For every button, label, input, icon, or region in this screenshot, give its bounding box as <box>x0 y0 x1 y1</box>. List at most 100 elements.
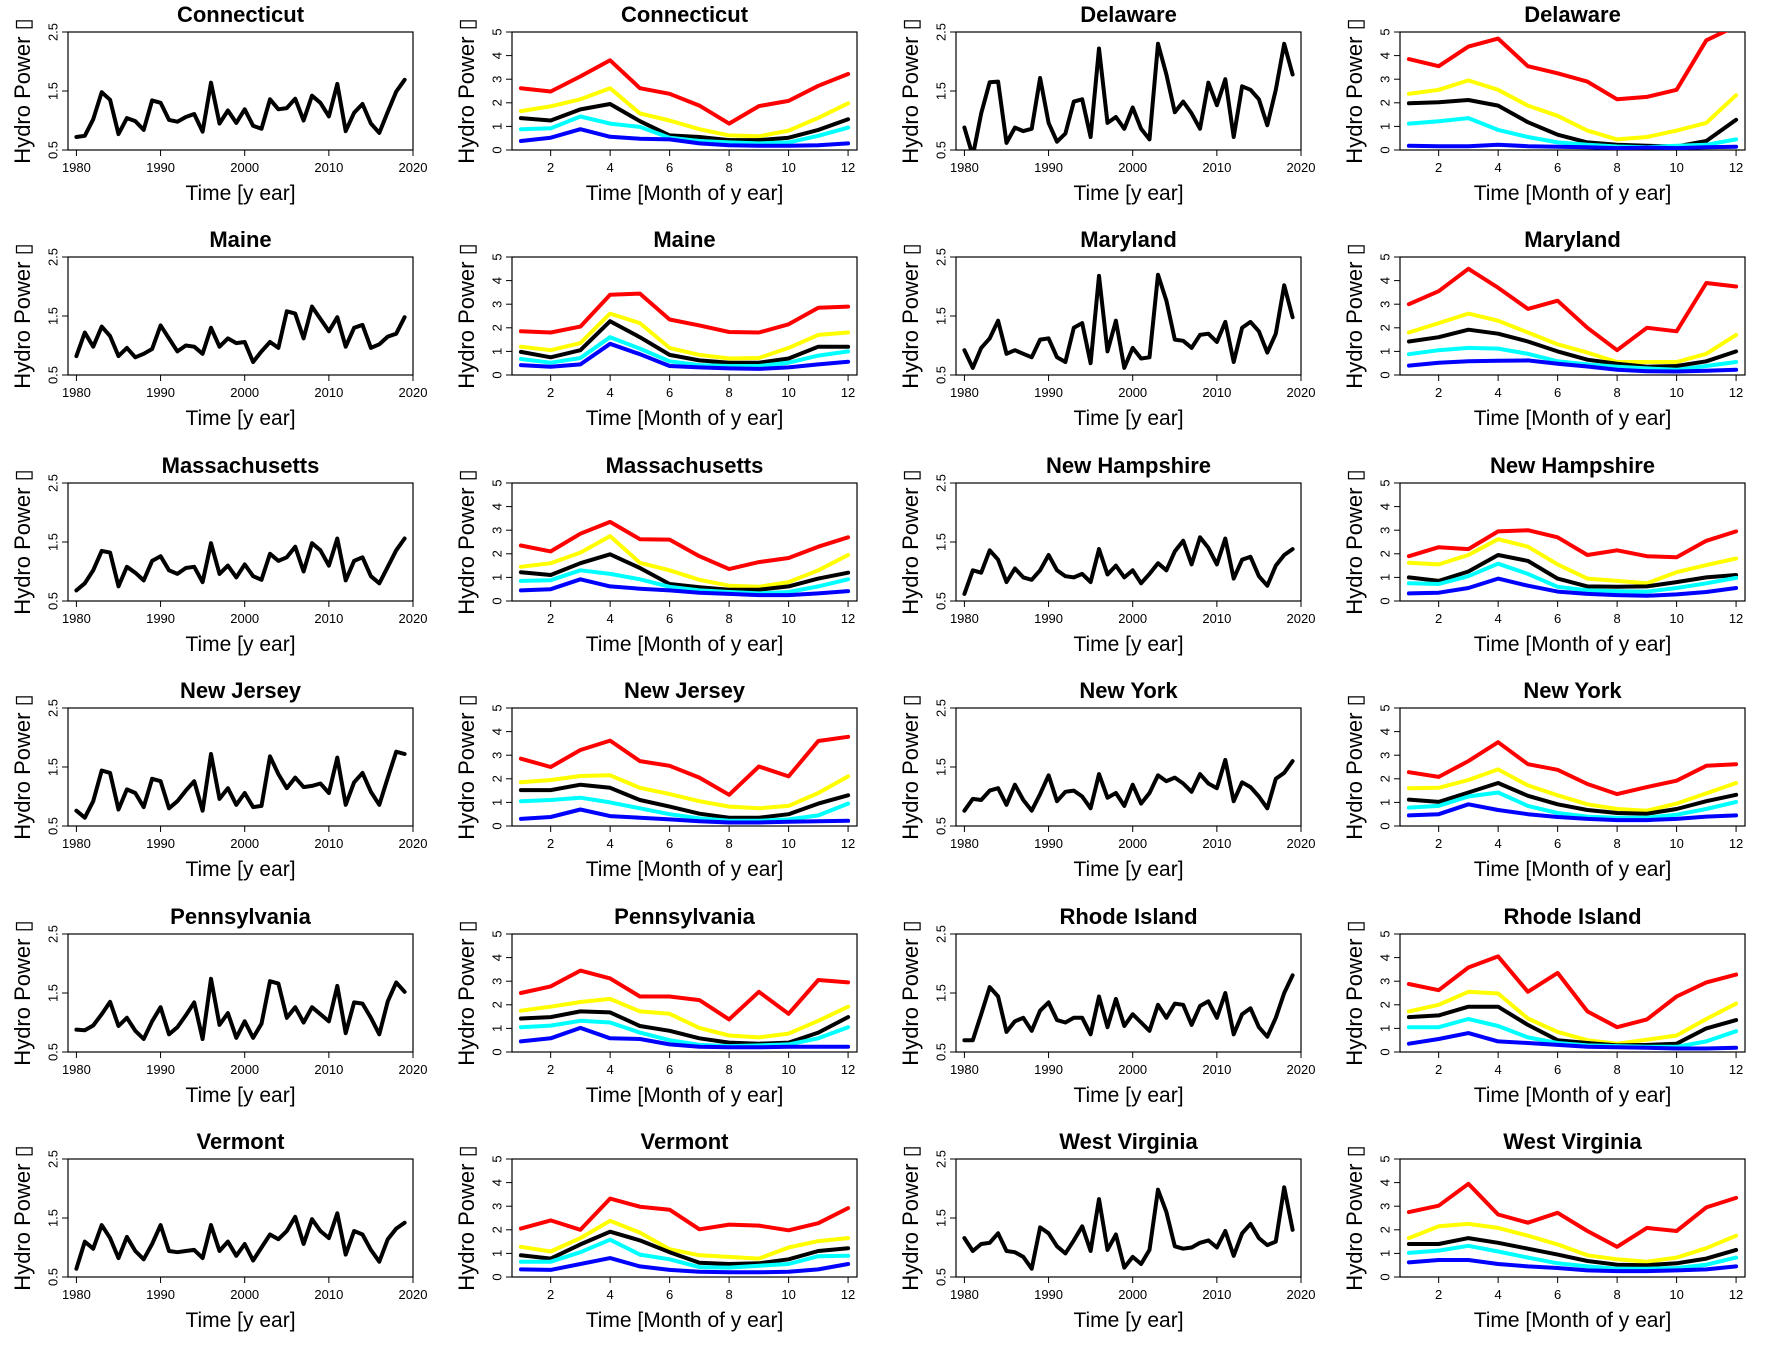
chart-13-xtick-label-3: 8 <box>725 836 732 851</box>
chart-9-xtick-label-3: 8 <box>725 611 732 626</box>
chart-5-ytick-label-2: 2 <box>489 324 504 331</box>
chart-8-annual-series-line <box>74 536 407 593</box>
chart-12-xlabel: Time [y ear] <box>185 858 295 881</box>
chart-1-xtick-label-5: 12 <box>841 160 855 175</box>
chart-1-ytick-label-2: 2 <box>489 99 504 106</box>
chart-11-series-mean-line <box>1406 553 1739 589</box>
chart-23-ytick-label-3: 3 <box>1377 1203 1392 1210</box>
chart-3-series-min-line <box>1406 142 1739 150</box>
chart-15-xtick-label-3: 8 <box>1613 836 1620 851</box>
chart-17-plot-frame <box>511 933 858 1053</box>
chart-5-title: Maine <box>653 227 715 252</box>
chart-23-xtick-label-3: 8 <box>1613 1287 1620 1302</box>
chart-4-xtick-label-4: 2020 <box>399 385 428 400</box>
chart-3-ytick-label-2: 2 <box>1377 99 1392 106</box>
chart-9-ytick-label-5: 5 <box>489 479 504 486</box>
chart-15-xtick-label-1: 4 <box>1495 836 1502 851</box>
chart-3-ytick-label-3: 3 <box>1377 76 1392 83</box>
chart-5-ytick-label-0: 0 <box>489 371 504 378</box>
chart-9-series-mean-line <box>518 552 851 592</box>
chart-5-ylabel: Hydro Power ▯ <box>454 243 479 388</box>
chart-18-ytick-label-0: 0.5 <box>933 1043 948 1061</box>
chart-19-xtick-label-5: 12 <box>1729 1062 1743 1077</box>
chart-8-title: Massachusetts <box>162 453 320 478</box>
chart-9-xtick-label-5: 12 <box>841 611 855 626</box>
chart-1-ytick-label-1: 1 <box>489 123 504 130</box>
chart-5-series-min-line <box>518 341 851 371</box>
chart-7-ytick-label-4: 4 <box>1377 277 1392 284</box>
chart-7-xtick-label-1: 4 <box>1495 385 1502 400</box>
chart-9-xtick-label-2: 6 <box>666 611 673 626</box>
chart-11-ytick-label-2: 2 <box>1377 550 1392 557</box>
chart-6-xtick-label-1: 1990 <box>1034 385 1063 400</box>
chart-20-xtick-label-4: 2020 <box>399 1287 428 1302</box>
chart-13-xtick-label-2: 6 <box>666 836 673 851</box>
chart-8-ytick-label-0: 0.5 <box>45 592 60 610</box>
chart-5-xtick-label-1: 4 <box>607 385 614 400</box>
chart-5-series-q75-line <box>518 311 851 361</box>
chart-17-xtick-label-5: 12 <box>841 1062 855 1077</box>
chart-14-ytick-label-2: 2.5 <box>933 699 948 717</box>
chart-14-xtick-label-4: 2020 <box>1287 836 1316 851</box>
chart-4-xtick-label-3: 2010 <box>314 385 343 400</box>
chart-0-annual-series-line <box>74 77 407 139</box>
chart-23-ylabel: Hydro Power ▯ <box>1342 1145 1367 1290</box>
chart-14-annual-series-line <box>962 757 1295 813</box>
chart-17-series-max-line <box>518 968 851 1022</box>
chart-11-plot-frame <box>1399 482 1746 602</box>
chart-3-ylabel: Hydro Power ▯ <box>1342 18 1367 163</box>
chart-8-xtick-label-1: 1990 <box>146 611 175 626</box>
chart-6-annual-series-line <box>962 272 1295 370</box>
chart-23-ytick-label-0: 0 <box>1377 1273 1392 1280</box>
chart-5-xtick-label-5: 12 <box>841 385 855 400</box>
chart-9-plot-frame <box>511 482 858 602</box>
chart-3-xtick-label-1: 4 <box>1495 160 1502 175</box>
chart-18-title: Rhode Island <box>1059 904 1197 929</box>
chart-23-xtick-label-5: 12 <box>1729 1287 1743 1302</box>
chart-15-ytick-label-5: 5 <box>1377 704 1392 711</box>
chart-7-plot-frame <box>1399 256 1746 376</box>
chart-13-ytick-label-3: 3 <box>489 752 504 759</box>
chart-22-ytick-label-2: 2.5 <box>933 1150 948 1168</box>
chart-5-series-mean-line <box>518 319 851 365</box>
chart-19-ytick-label-1: 1 <box>1377 1025 1392 1032</box>
chart-14-xtick-label-2: 2000 <box>1118 836 1147 851</box>
chart-18-plot-frame <box>955 933 1302 1053</box>
chart-11-ytick-label-5: 5 <box>1377 479 1392 486</box>
chart-4-xtick-label-2: 2000 <box>230 385 259 400</box>
chart-12-xtick-label-4: 2020 <box>399 836 428 851</box>
chart-7-ytick-label-3: 3 <box>1377 301 1392 308</box>
chart-7-ytick-label-5: 5 <box>1377 253 1392 260</box>
chart-15-series-q75-line <box>1406 767 1739 813</box>
chart-17-ytick-label-3: 3 <box>489 978 504 985</box>
chart-6-ytick-label-2: 2.5 <box>933 248 948 266</box>
chart-7-series-q75-line <box>1406 311 1739 364</box>
chart-23-xtick-label-4: 10 <box>1669 1287 1683 1302</box>
chart-17-ytick-label-1: 1 <box>489 1025 504 1032</box>
chart-17-xtick-label-4: 10 <box>781 1062 795 1077</box>
chart-18-xtick-label-3: 2010 <box>1202 1062 1231 1077</box>
chart-11-xtick-label-0: 2 <box>1435 611 1442 626</box>
chart-3-title: Delaware <box>1524 2 1621 27</box>
chart-4-ytick-label-2: 2.5 <box>45 248 60 266</box>
chart-2-xtick-label-4: 2020 <box>1287 160 1316 175</box>
chart-22-xtick-label-3: 2010 <box>1202 1287 1231 1302</box>
chart-18-ylabel: Hydro Power ▯ <box>898 920 923 1065</box>
chart-1-xtick-label-1: 4 <box>607 160 614 175</box>
chart-18-xtick-label-2: 2000 <box>1118 1062 1147 1077</box>
chart-0-xtick-label-0: 1980 <box>62 160 91 175</box>
chart-14-xlabel: Time [y ear] <box>1073 858 1183 881</box>
chart-3-xtick-label-0: 2 <box>1435 160 1442 175</box>
chart-16-xtick-label-2: 2000 <box>230 1062 259 1077</box>
chart-1-ylabel: Hydro Power ▯ <box>454 18 479 163</box>
chart-15-series-q25-line <box>1406 790 1739 820</box>
chart-14-xtick-label-3: 2010 <box>1202 836 1231 851</box>
chart-17-xtick-label-3: 8 <box>725 1062 732 1077</box>
chart-20-panel: Vermont 0.5 1.5 2.5 1980 1990 2000 2010 2020 Time… <box>10 1129 427 1332</box>
chart-17-xtick-label-1: 4 <box>607 1062 614 1077</box>
chart-23-xtick-label-0: 2 <box>1435 1287 1442 1302</box>
